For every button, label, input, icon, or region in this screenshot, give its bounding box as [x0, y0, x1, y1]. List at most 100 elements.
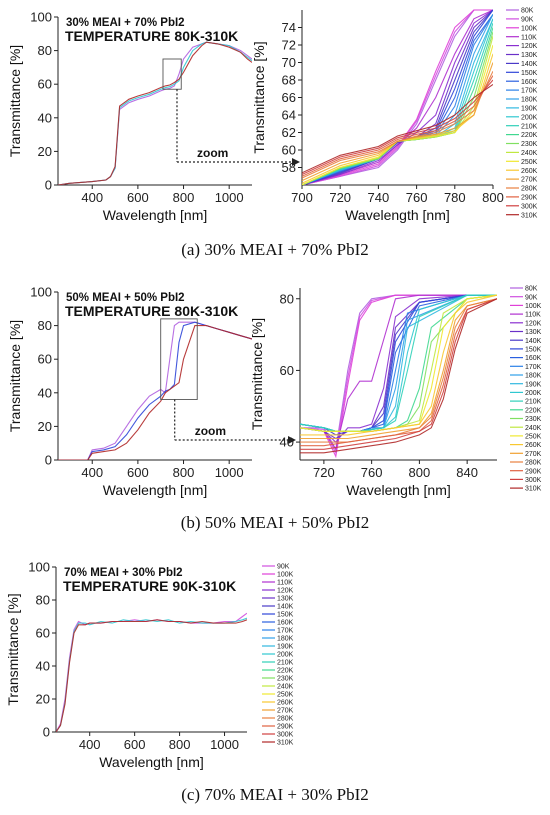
series-line-160K	[300, 294, 497, 432]
y-tick-label: 0	[45, 453, 52, 468]
y-tick-label: 62	[282, 125, 296, 140]
legend-label-190K: 190K	[277, 644, 294, 651]
y-tick-label: 0	[45, 178, 52, 193]
y-tick-label: 100	[30, 10, 52, 25]
series-line-310K	[58, 41, 252, 185]
legend-label-240K: 240K	[277, 684, 294, 691]
chart-a_main: 400 600 800 1000 0 20 40 60 80 100 Wavelength [nm]…	[7, 10, 252, 223]
legend-label-140K: 140K	[521, 61, 538, 68]
legend-label-170K: 170K	[521, 88, 538, 95]
x-tick-label: 780	[444, 190, 466, 205]
series-line-90K	[56, 612, 247, 732]
y-tick-label: 80	[280, 291, 294, 306]
legend-label-100K: 100K	[521, 25, 538, 32]
legend-label-140K: 140K	[277, 604, 294, 611]
series-line-80K	[58, 321, 252, 460]
y-tick-label: 40	[36, 659, 50, 674]
y-tick-label: 80	[38, 43, 52, 58]
series-line-250K	[300, 294, 497, 432]
legend-label-300K: 300K	[277, 732, 294, 739]
x-tick-label: 760	[361, 465, 383, 480]
legend-label-280K: 280K	[277, 716, 294, 723]
legend-label-210K: 210K	[277, 660, 294, 667]
series-group	[302, 9, 493, 185]
series-group	[58, 41, 252, 185]
x-tick-label: 400	[81, 190, 103, 205]
y-tick-label: 60	[36, 626, 50, 641]
x-tick-label: 400	[81, 465, 103, 480]
series-line-280K	[302, 71, 493, 179]
x-axis-label: Wavelength [nm]	[103, 207, 208, 223]
legend-label-110K: 110K	[277, 580, 293, 587]
legend-label-250K: 250K	[277, 692, 294, 699]
legend-label-160K: 160K	[277, 620, 294, 627]
legend-label-220K: 220K	[525, 407, 542, 414]
legend-label-230K: 230K	[525, 416, 542, 423]
x-tick-label: 400	[79, 737, 101, 752]
series-line-230K	[300, 294, 497, 432]
series-line-290K	[302, 75, 493, 177]
legend-label-270K: 270K	[521, 177, 538, 184]
chart-title: TEMPERATURE 80K-310K	[65, 303, 238, 319]
legend-label-80K: 80K	[521, 8, 534, 15]
legend-label-280K: 280K	[521, 186, 538, 193]
x-tick-label: 720	[313, 465, 335, 480]
series-line-150K	[58, 321, 252, 460]
legend-label-240K: 240K	[521, 150, 538, 157]
series-line-310K	[58, 325, 252, 460]
chart-annotation: 70% MEAI + 30% PbI2	[64, 567, 183, 579]
legend-label-260K: 260K	[277, 700, 294, 707]
legend-label-90K: 90K	[277, 564, 290, 571]
chart-b_main: 400 600 800 1000 0 20 40 60 80 100 Wavelength [nm]…	[7, 285, 252, 498]
legend-label-190K: 190K	[521, 106, 538, 113]
series-line-210K	[302, 22, 493, 185]
series-line-140K	[300, 294, 497, 436]
series-line-150K	[300, 294, 497, 432]
chart-c_main: 400 600 800 1000 0 20 40 60 80 100 Wavelength [nm]…	[5, 560, 294, 771]
chart-annotation: 30% MEAI + 70% PbI2	[66, 17, 185, 29]
series-line-180K	[300, 294, 497, 432]
x-tick-label: 760	[406, 190, 428, 205]
legend-label-80K: 80K	[525, 286, 538, 293]
y-tick-label: 64	[282, 108, 296, 123]
legend-label-250K: 250K	[525, 434, 542, 441]
y-tick-label: 20	[36, 692, 50, 707]
series-line-260K	[302, 53, 493, 184]
legend-label-180K: 180K	[521, 97, 538, 104]
series-line-200K	[56, 617, 247, 732]
y-axis-label: Transmittance [%]	[7, 320, 23, 432]
series-group	[58, 321, 252, 460]
zoom-box	[160, 318, 198, 400]
legend-label-280K: 280K	[525, 460, 542, 467]
chart-annotation: 50% MEAI + 50% PbI2	[66, 292, 185, 304]
y-tick-label: 100	[28, 560, 50, 575]
caption-b: (b) 50% MEAI + 50% PbI2	[180, 513, 370, 532]
legend-label-270K: 270K	[277, 708, 294, 715]
series-group	[300, 294, 497, 459]
x-axis-label: Wavelength [nm]	[99, 754, 204, 770]
legend-label-120K: 120K	[525, 320, 542, 327]
x-tick-label: 740	[368, 190, 390, 205]
legend-label-290K: 290K	[521, 195, 538, 202]
legend-label-200K: 200K	[277, 652, 294, 659]
legend-label-290K: 290K	[525, 468, 542, 475]
series-line-310K	[300, 298, 497, 454]
legend-label-100K: 100K	[277, 572, 294, 579]
legend-label-310K: 310K	[277, 740, 294, 747]
series-line-310K	[56, 619, 247, 732]
y-tick-label: 80	[38, 318, 52, 333]
x-tick-label: 700	[291, 190, 313, 205]
y-tick-label: 0	[43, 725, 50, 740]
series-line-270K	[302, 62, 493, 182]
y-axis-label: Transmittance [%]	[7, 45, 23, 157]
series-line-80K	[58, 41, 252, 185]
series-line-110K	[302, 9, 493, 185]
y-tick-label: 100	[30, 285, 52, 300]
y-tick-label: 40	[38, 110, 52, 125]
legend-label-230K: 230K	[277, 676, 294, 683]
y-tick-label: 74	[282, 20, 296, 35]
y-tick-label: 80	[36, 593, 50, 608]
zoom-box	[162, 58, 182, 90]
legend-label-310K: 310K	[521, 212, 538, 219]
